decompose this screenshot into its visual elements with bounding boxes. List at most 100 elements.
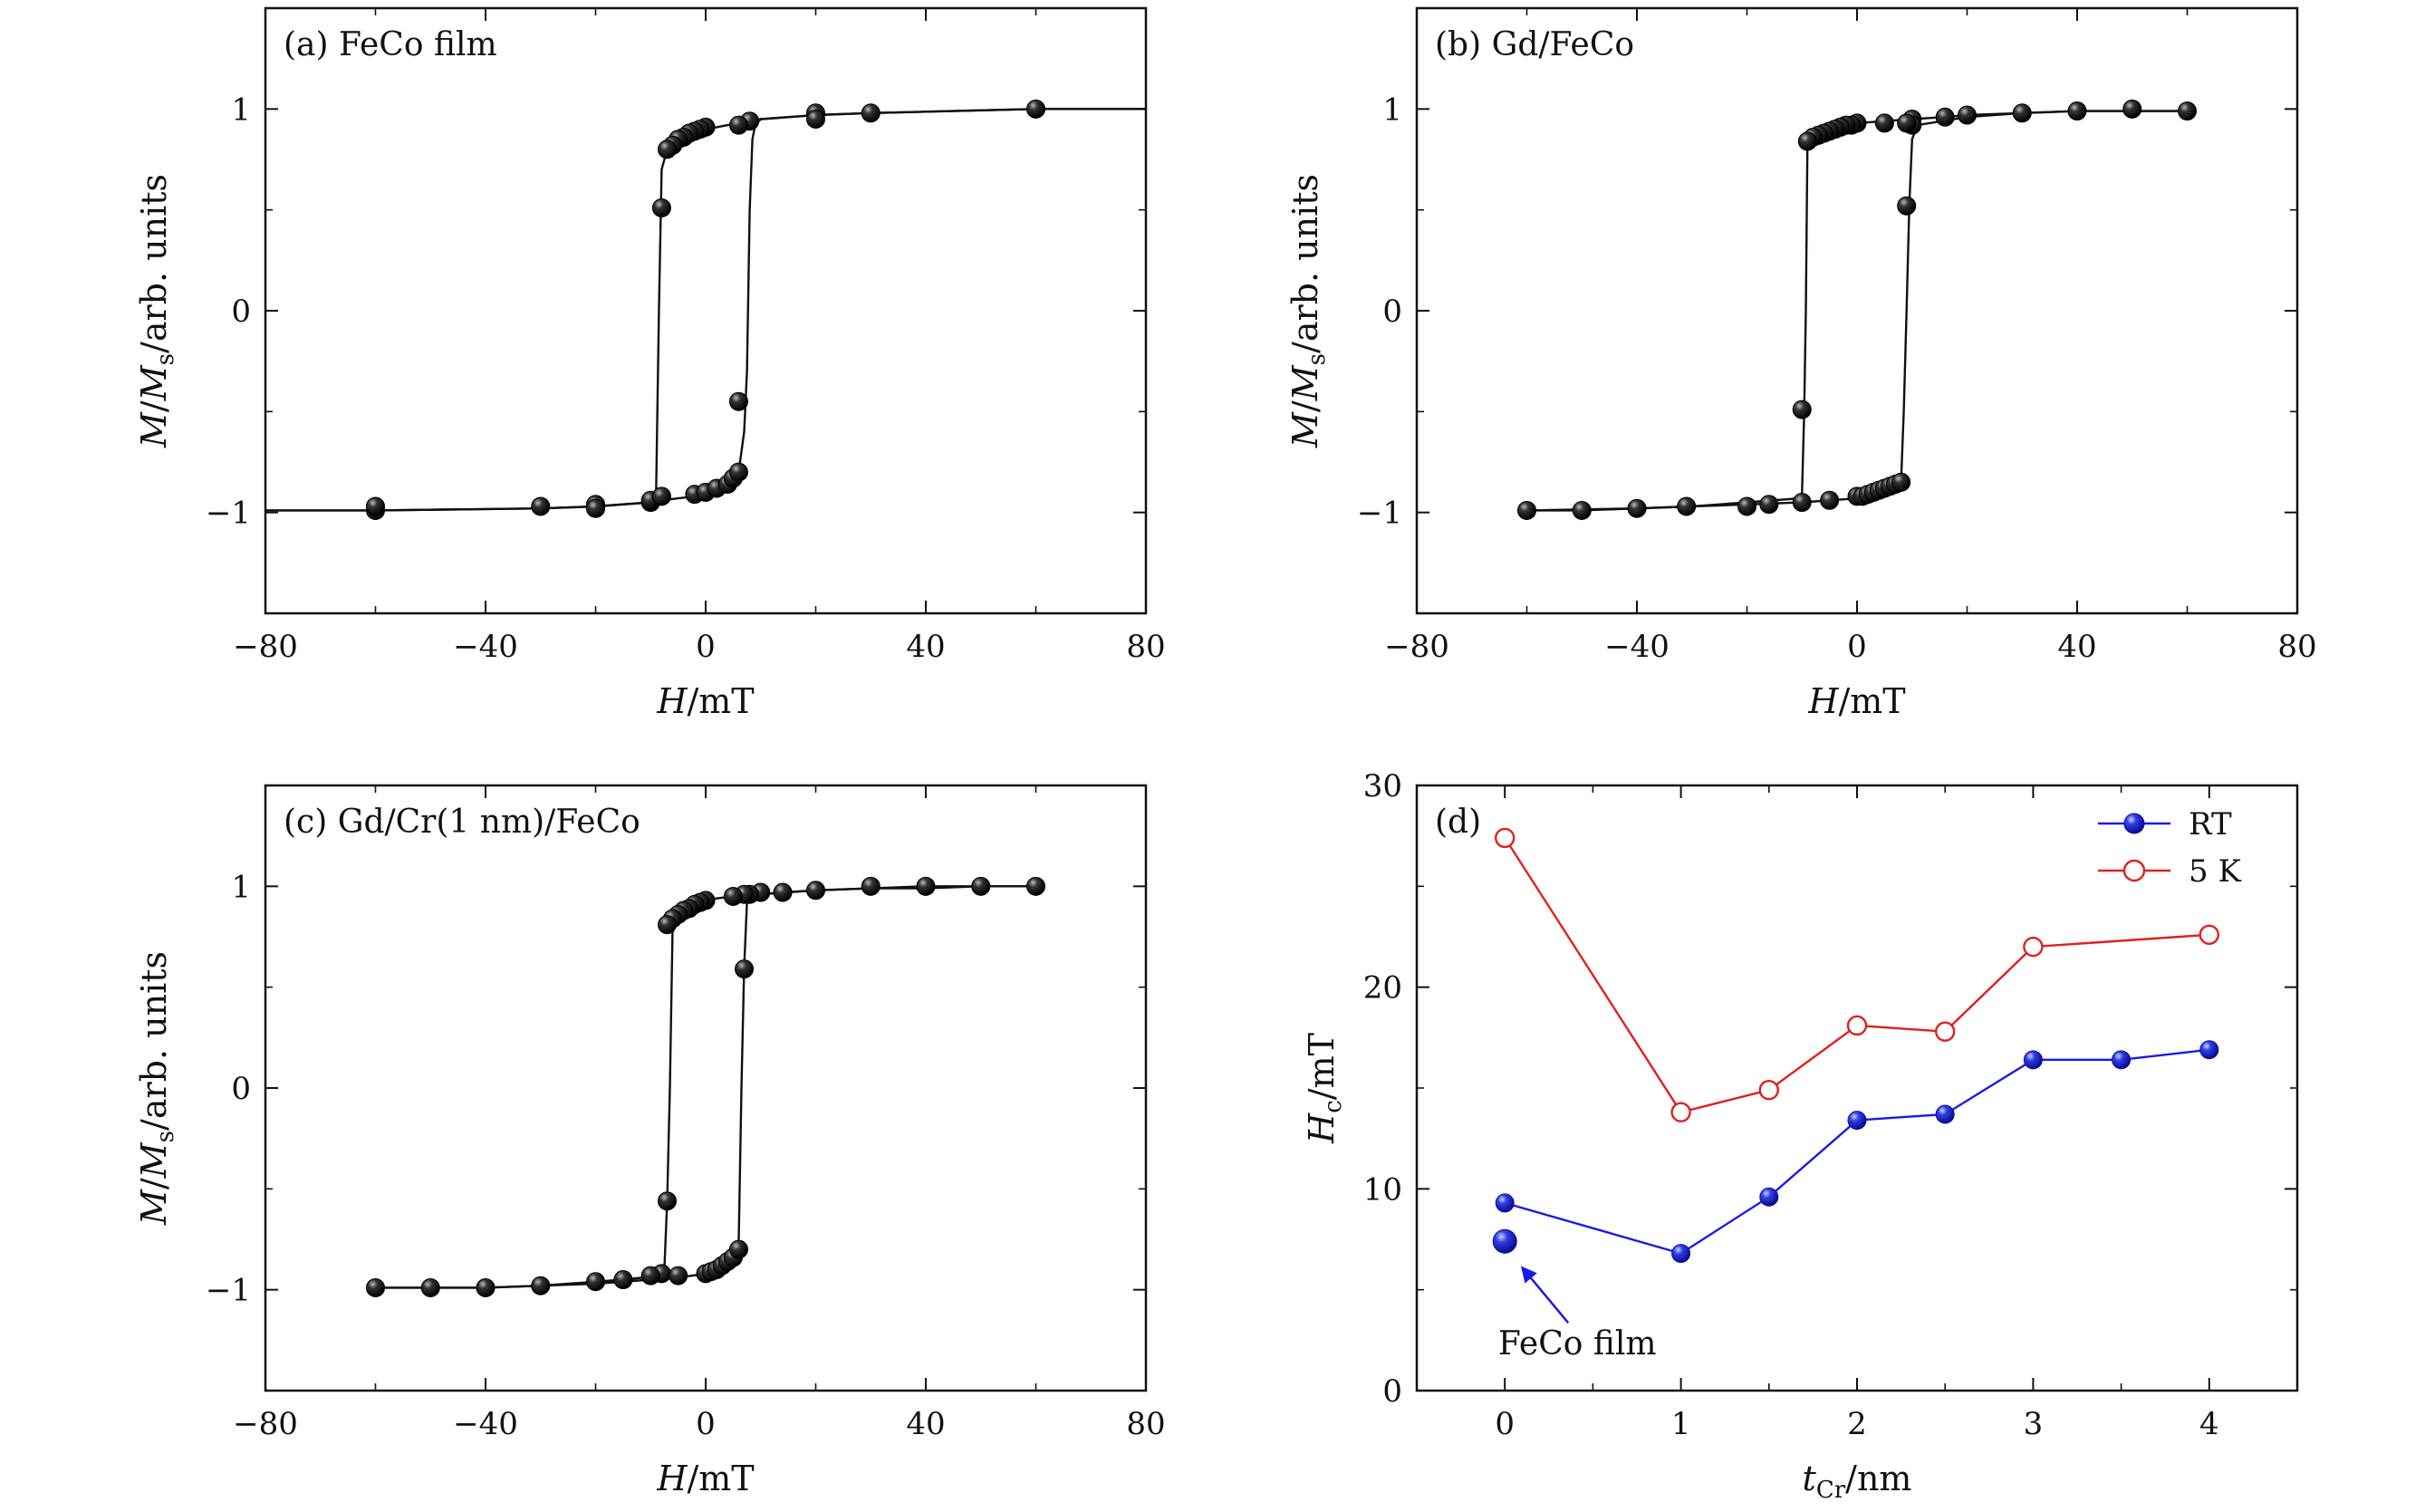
data-point: [735, 959, 755, 979]
legend-marker: [2122, 859, 2146, 882]
data-point: [1820, 490, 1840, 510]
data-point: [806, 109, 825, 129]
x-axis-title: H/mT: [1807, 681, 1905, 721]
loop-line: [1526, 110, 2188, 512]
legend-marker: [2123, 813, 2145, 834]
panel-d: 0 1 2 3 4 0 10 20 30 (d) tCr/nm Hc/mT FeCo film RT 5 K: [1302, 768, 2299, 1504]
data-point: [1758, 1080, 1780, 1101]
x-tick-label: −40: [453, 1406, 518, 1442]
data-point: [2012, 103, 2032, 123]
x-axis-title: tCr/nm: [1803, 1459, 1912, 1504]
data-point: [1847, 1111, 1867, 1131]
panel-b: −80 −40 0 40 80 −1 0 1 (b) Gd/FeCo H/mT M/Ms/arb. …: [1285, 6, 2317, 721]
data-point: [1026, 876, 1045, 896]
data-point: [1572, 500, 1592, 520]
y-tick-label: 1: [1382, 91, 1402, 128]
data-point: [1494, 827, 1516, 849]
x-tick-label: 0: [696, 629, 716, 665]
data-point: [657, 915, 677, 935]
data-point: [657, 140, 677, 159]
series-line: [1504, 1048, 2209, 1255]
data-point: [613, 1270, 633, 1290]
x-tick-label: 40: [906, 629, 945, 665]
data-point: [861, 103, 881, 123]
data-point: [861, 876, 881, 896]
data-point: [2067, 101, 2087, 121]
data-point: [1627, 498, 1647, 518]
x-tick-label: 0: [1495, 1406, 1515, 1442]
y-axis-title: M/Ms/arb. units: [1285, 174, 1331, 448]
data-point: [1797, 131, 1817, 151]
x-tick-label: −80: [233, 1406, 298, 1442]
data-point: [1897, 113, 1917, 133]
data-point: [657, 1191, 677, 1211]
panel-title: (d): [1435, 804, 1481, 841]
data-point: [2199, 1040, 2219, 1060]
data-point: [1759, 495, 1779, 515]
x-tick-label: 1: [1671, 1406, 1691, 1442]
y-tick-label: −1: [206, 1273, 251, 1309]
data-point: [2023, 936, 2044, 958]
data-point: [476, 1277, 496, 1297]
y-tick-label: −1: [206, 496, 251, 532]
panel-c: −80 −40 0 40 80 −1 0 1 (c) Gd/Cr(1 nm)/FeCo H/mT M…: [134, 784, 1166, 1498]
data-point: [728, 1239, 748, 1259]
data-point: [2178, 101, 2197, 121]
x-axis-title: H/mT: [656, 681, 754, 721]
data-point: [651, 197, 671, 217]
y-tick-label: 30: [1363, 768, 1402, 804]
annotation-arrow: [1520, 1266, 1570, 1324]
x-tick-label: 3: [2024, 1406, 2044, 1442]
data-point: [586, 1272, 605, 1292]
plot-frame: [1415, 6, 2299, 615]
loop-line: [265, 108, 1146, 512]
x-tick-label: 80: [2277, 629, 2316, 665]
loop-line: [375, 885, 1036, 1289]
series-line: [1504, 837, 2209, 1114]
y-axis-title: Hc/mT: [1302, 1033, 1347, 1144]
loop-line: [375, 885, 1036, 1289]
plot-frame: [264, 784, 1148, 1392]
data-point: [1935, 107, 1955, 127]
panel-title: (b) Gd/FeCo: [1435, 26, 1634, 63]
data-point: [1792, 400, 1812, 419]
data-point: [2023, 1050, 2043, 1070]
legend-label: RT: [2189, 806, 2232, 843]
data-point: [728, 391, 748, 411]
y-tick-label: 10: [1363, 1171, 1402, 1208]
y-axis-title: M/Ms/arb. units: [134, 951, 179, 1226]
data-point: [773, 882, 793, 902]
feco-film-point: [1492, 1228, 1517, 1254]
panel-title: (c) Gd/Cr(1 nm)/FeCo: [284, 804, 640, 841]
data-point: [971, 876, 991, 896]
plot-frame: [264, 6, 1148, 615]
data-point: [1935, 1104, 1955, 1124]
data-point: [1495, 1193, 1515, 1213]
data-point: [1934, 1021, 1956, 1042]
x-tick-label: 4: [2199, 1406, 2219, 1442]
legend-label: 5 K: [2189, 853, 2241, 890]
data-point: [728, 115, 748, 135]
y-tick-label: 0: [1382, 294, 1402, 330]
x-tick-label: −80: [233, 629, 298, 665]
x-tick-label: 80: [1126, 629, 1165, 665]
data-point: [1671, 1244, 1691, 1264]
data-point: [1897, 196, 1917, 216]
data-point: [1792, 493, 1812, 513]
x-tick-label: −80: [1384, 629, 1449, 665]
x-tick-label: 0: [696, 1406, 716, 1442]
x-tick-label: 2: [1847, 1406, 1867, 1442]
panel-a: −80 −40 0 40 80 −1 0 1 (a) FeCo film H/mT M/Ms/arb…: [134, 6, 1166, 721]
data-point: [366, 496, 385, 516]
data-point: [669, 1266, 688, 1286]
y-tick-label: 0: [1382, 1373, 1402, 1410]
annotation-label: FeCo film: [1498, 1325, 1657, 1363]
x-tick-label: −40: [1604, 629, 1670, 665]
data-point: [1958, 105, 1977, 125]
data-point: [651, 486, 671, 506]
y-tick-label: 20: [1363, 970, 1402, 1006]
data-point: [1891, 472, 1911, 492]
data-point: [1517, 500, 1536, 520]
data-point: [1759, 1187, 1779, 1207]
